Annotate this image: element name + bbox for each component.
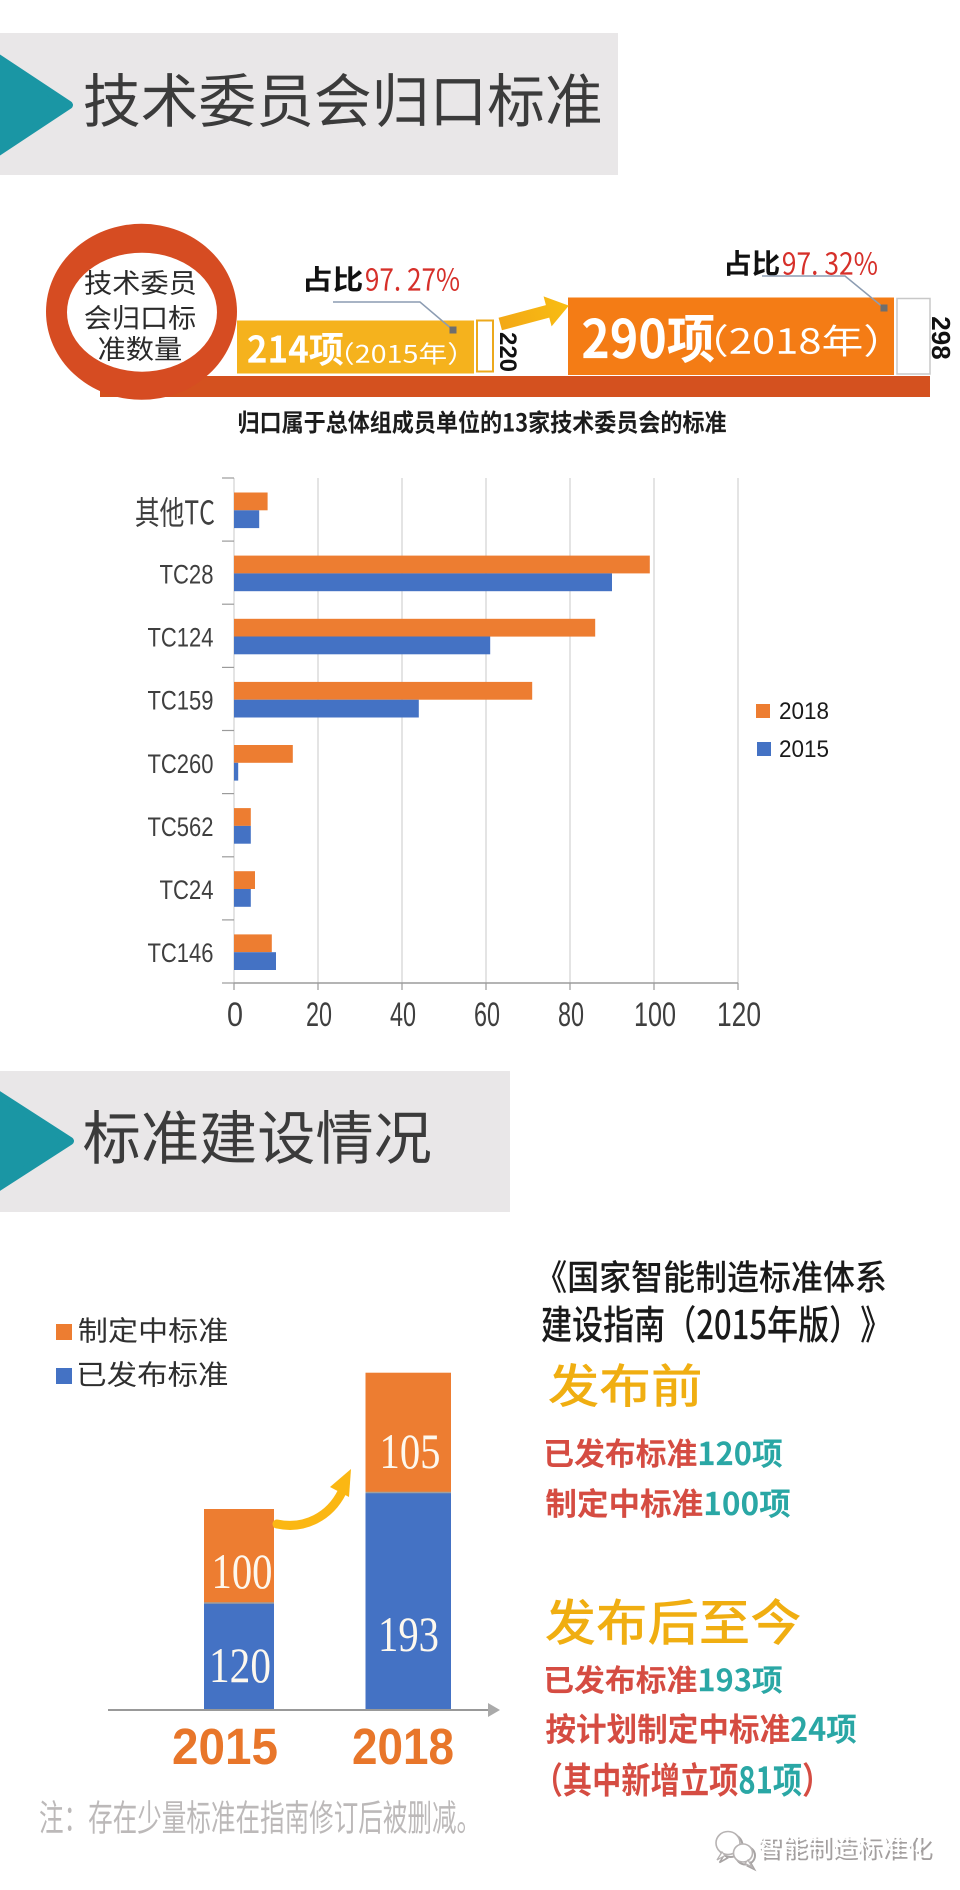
svg-text:60: 60	[474, 996, 500, 1034]
svg-text:120: 120	[209, 1637, 271, 1693]
svg-text:TC28: TC28	[160, 559, 214, 589]
svg-text:100: 100	[634, 996, 676, 1034]
svg-text:40: 40	[390, 996, 416, 1034]
svg-text:20: 20	[306, 996, 332, 1034]
svg-text:TC124: TC124	[148, 623, 214, 653]
svg-text:0: 0	[227, 996, 243, 1034]
svg-text:2018: 2018	[779, 698, 829, 725]
svg-text:298: 298	[926, 316, 956, 359]
svg-text:2018: 2018	[352, 1718, 454, 1775]
svg-text:2015: 2015	[172, 1718, 278, 1775]
svg-text:100: 100	[212, 1543, 273, 1599]
svg-text:193: 193	[378, 1606, 439, 1662]
svg-text:220: 220	[494, 332, 521, 372]
svg-text:105: 105	[380, 1423, 441, 1479]
svg-text:120: 120	[717, 996, 761, 1034]
svg-text:TC159: TC159	[148, 686, 214, 716]
svg-text:TC562: TC562	[148, 812, 214, 842]
svg-text:TC146: TC146	[148, 938, 214, 968]
svg-text:TC24: TC24	[160, 875, 214, 905]
svg-text:80: 80	[558, 996, 584, 1034]
svg-text:2015: 2015	[779, 736, 829, 763]
svg-text:TC260: TC260	[148, 749, 214, 779]
